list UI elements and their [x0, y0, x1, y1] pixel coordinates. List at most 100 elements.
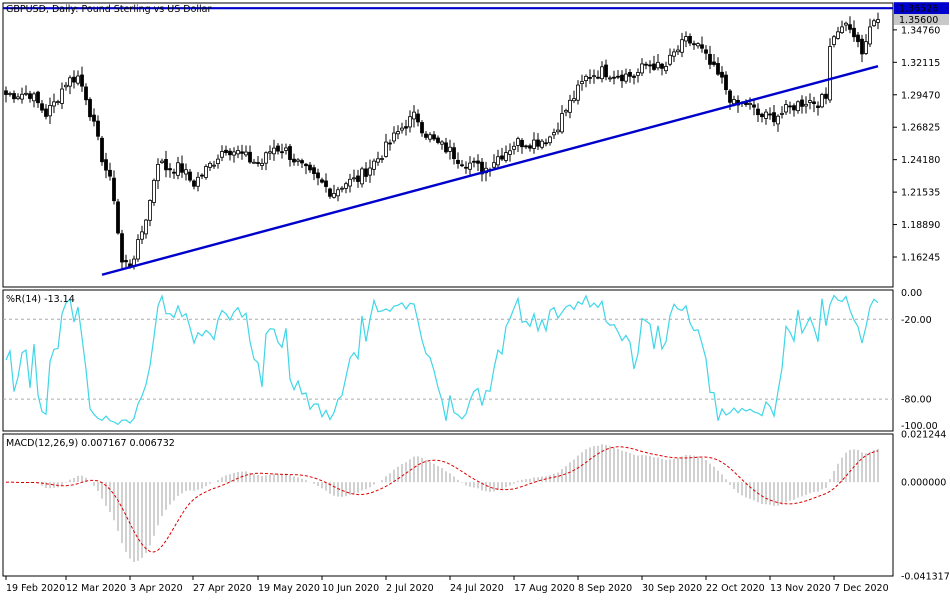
x-tick-label: 27 Apr 2020	[193, 583, 252, 594]
macd-title: MACD(12,26,9) 0.007167 0.006732	[6, 438, 175, 449]
wr-tick-label: 0.00	[901, 288, 922, 299]
candle-body	[508, 150, 512, 155]
candle-body	[436, 137, 440, 143]
candle-body	[288, 146, 292, 160]
candle-body	[304, 163, 308, 167]
x-tick-label: 2 Jul 2020	[386, 583, 434, 594]
candle-body	[500, 155, 504, 160]
candle-body	[12, 93, 16, 100]
candle-body	[268, 151, 272, 154]
candle-body	[572, 98, 576, 102]
candle-body	[432, 134, 436, 140]
candle-body	[788, 105, 792, 108]
candle-body	[144, 219, 148, 235]
candle-body	[632, 75, 636, 78]
candle-body	[280, 151, 284, 154]
candle-body	[356, 175, 360, 182]
candle-body	[8, 93, 12, 95]
candle-body	[496, 156, 500, 166]
candle-body	[248, 151, 252, 163]
candle-body	[260, 162, 264, 166]
candle-body	[380, 158, 384, 160]
candle-body	[184, 169, 188, 175]
candle-body	[516, 138, 520, 146]
candle-body	[656, 61, 660, 69]
candle-body	[156, 164, 160, 182]
candle-body	[756, 108, 760, 116]
candle-body	[188, 171, 192, 181]
x-tick-label: 13 Nov 2020	[770, 583, 831, 594]
candle-body	[240, 151, 244, 154]
candle-body	[68, 77, 72, 87]
last-price-label: 1.35600	[899, 15, 938, 26]
candle-body	[292, 158, 296, 163]
candle-body	[40, 103, 44, 111]
candle-body	[4, 90, 8, 95]
candle-body	[468, 162, 472, 170]
candle-body	[620, 74, 624, 82]
y-tick-label: 1.34760	[901, 25, 940, 36]
candle-body	[548, 136, 552, 144]
x-tick-label: 12 Mar 2020	[66, 583, 126, 594]
candle-body	[352, 177, 356, 180]
candle-body	[580, 81, 584, 85]
candle-body	[460, 164, 464, 167]
candle-body	[712, 61, 716, 65]
x-tick-label: 30 Sep 2020	[642, 583, 702, 594]
candle-body	[684, 36, 688, 42]
candle-body	[568, 99, 572, 113]
candle-body	[680, 39, 684, 53]
candle-body	[412, 111, 416, 120]
candle-body	[48, 105, 52, 117]
candle-body	[800, 99, 804, 107]
candle-body	[560, 113, 564, 133]
candle-body	[792, 105, 796, 111]
candle-body	[540, 140, 544, 148]
candle-body	[668, 54, 672, 65]
x-tick-label: 19 May 2020	[258, 583, 320, 594]
candle-body	[296, 159, 300, 162]
candle-body	[832, 36, 836, 45]
candle-body	[112, 177, 116, 202]
candle-body	[816, 105, 820, 108]
candle-body	[448, 146, 452, 152]
candle-body	[244, 151, 248, 156]
x-tick-label: 10 Jun 2020	[322, 583, 379, 594]
candle-body	[720, 71, 724, 78]
candle-body	[312, 167, 316, 174]
candle-body	[852, 27, 856, 38]
y-tick-label: 1.24180	[901, 155, 940, 166]
candle-body	[108, 169, 112, 177]
candle-body	[180, 163, 184, 173]
candle-body	[264, 152, 268, 164]
macd-tick-label: 0.000000	[901, 478, 946, 489]
candle-body	[776, 115, 780, 125]
candle-body	[424, 133, 428, 138]
candle-body	[636, 72, 640, 76]
candle-body	[604, 64, 608, 78]
candle-body	[724, 74, 728, 91]
candle-body	[844, 22, 848, 26]
candle-body	[692, 43, 696, 46]
candle-body	[284, 147, 288, 151]
y-tick-label: 1.18890	[901, 220, 940, 231]
candle-body	[840, 26, 844, 34]
y-tick-label: 1.26825	[901, 123, 940, 134]
candle-body	[256, 162, 260, 164]
candle-body	[612, 76, 616, 79]
candle-body	[472, 160, 476, 163]
candle-body	[696, 43, 700, 47]
candle-body	[96, 120, 100, 137]
candle-body	[208, 162, 212, 168]
candle-body	[872, 20, 876, 27]
wr-title: %R(14) -13.14	[6, 294, 75, 305]
candle-body	[752, 104, 756, 108]
candle-body	[476, 160, 480, 164]
candle-body	[828, 46, 832, 101]
candle-body	[200, 174, 204, 177]
last-price-box	[894, 14, 949, 26]
candle-body	[28, 93, 32, 99]
candle-body	[340, 187, 344, 190]
